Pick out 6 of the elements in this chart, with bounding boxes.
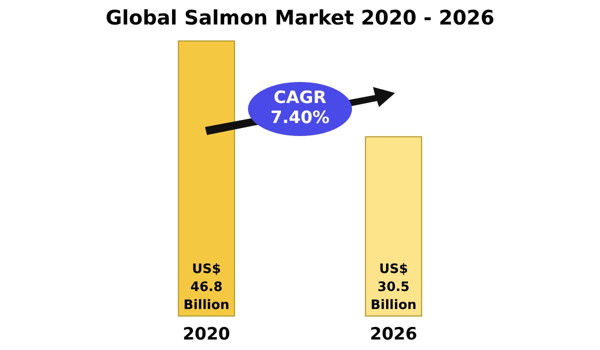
data-label: US$ 46.8 Billion [183,262,230,313]
ellipse: CAGR 7.40% [248,82,352,136]
x-tick-label: 2026 [370,324,418,344]
chart-title: Global Salmon Market 2020 - 2026 [106,6,494,30]
data-label: US$ 30.5 Billion [370,262,417,313]
x-tick-label: 2020 [182,324,230,344]
